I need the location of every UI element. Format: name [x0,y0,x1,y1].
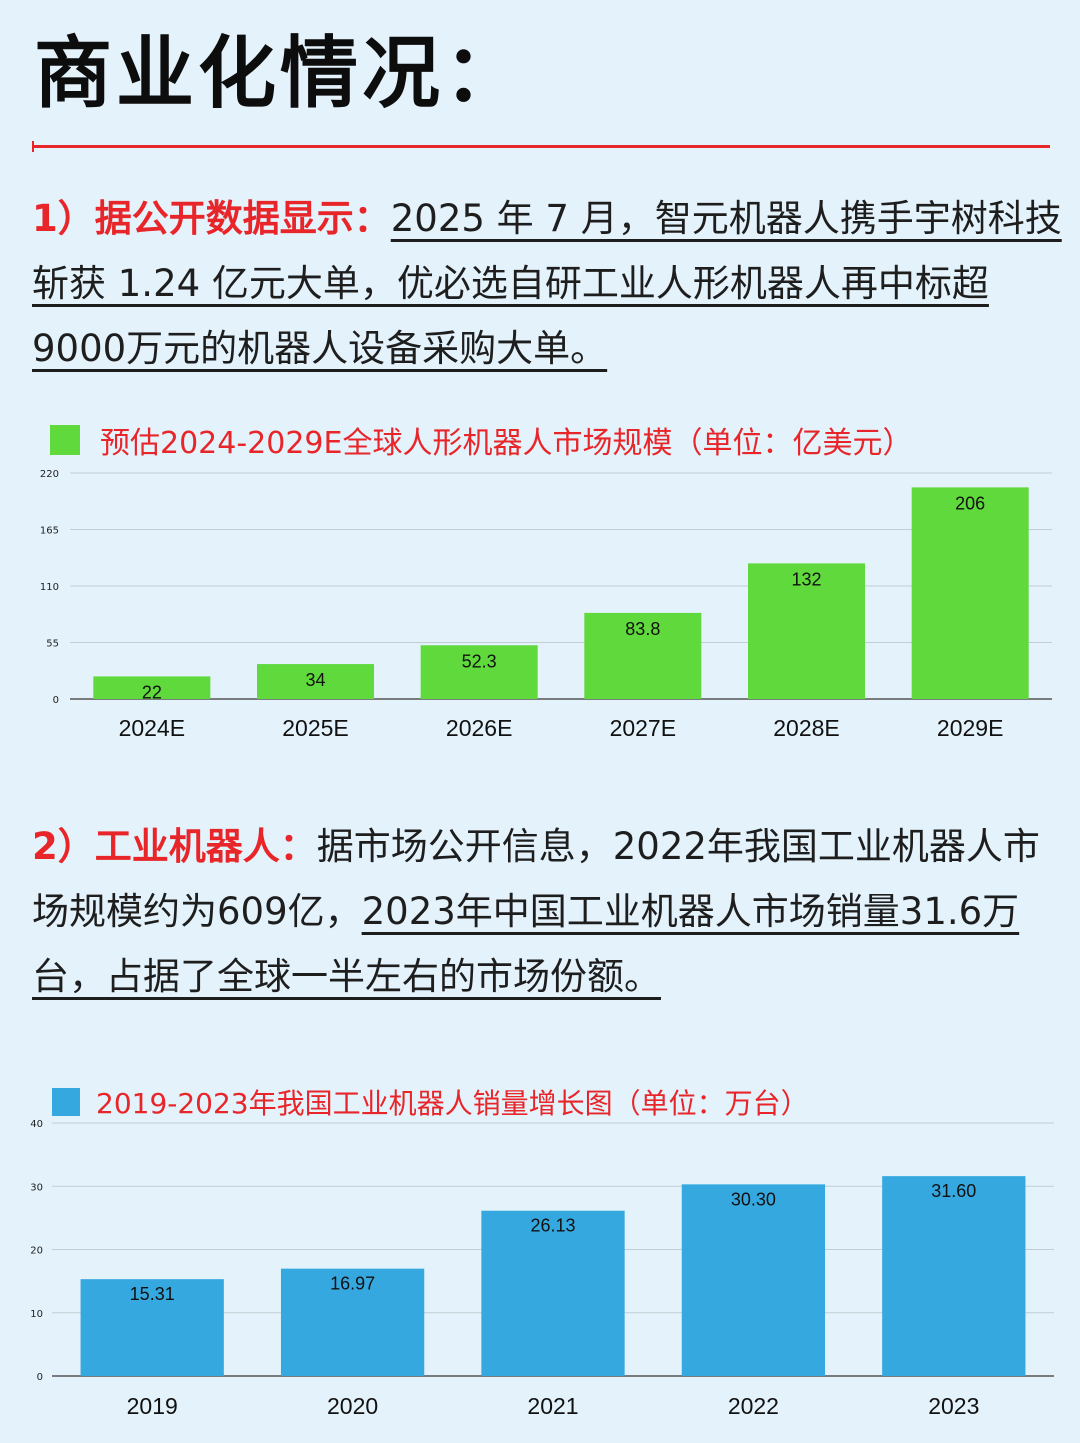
paragraph-1-text: 2025 年 7 月，智元机器人携手宇树科技斩获 1.24 亿元大单，优必选自研… [32,197,1062,370]
chart-2-category-label: 2021 [527,1393,578,1419]
chart-2-data-label: 16.97 [330,1274,375,1294]
chart-1-title: 预估2024-2029E全球人形机器人市场规模（单位：亿美元） [100,426,913,461]
chart-1-data-label: 22 [142,682,162,702]
chart-1-bar [93,676,211,699]
chart-2-category-label: 2019 [127,1393,178,1419]
chart-1-data-label: 206 [955,493,985,513]
chart-1-category-label: 2026E [446,715,513,741]
chart-1-bar [747,563,866,699]
paragraph-2: 2）工业机器人：据市场公开信息，2022年我国工业机器人市场规模约为609亿，2… [32,814,1062,1009]
chart-1-bar [420,645,538,699]
chart-1-data-label: 83.8 [625,619,660,639]
chart-1-bar [911,487,1029,699]
chart-1-category-label: 2024E [119,715,186,741]
chart-2-data-label: 31.60 [931,1181,976,1201]
chart-2-data-label: 15.31 [130,1284,175,1304]
paragraph-1: 1）据公开数据显示：2025 年 7 月，智元机器人携手宇树科技斩获 1.24 … [32,186,1062,381]
chart-1-data-label: 132 [791,569,821,589]
chart-2-category-label: 2023 [928,1393,979,1419]
chart-2-bar [80,1279,224,1376]
chart-2-y-tick-label: 30 [30,1182,43,1193]
chart-2-bar [681,1184,826,1376]
chart-1-y-tick-label: 55 [46,639,59,650]
chart-2-title: 2019-2023年我国工业机器人销量增长图（单位：万台） [96,1087,809,1120]
paragraph-2-text-plain: 据市场公开信息，2022年我国工业机器人市场规模约为609亿， [32,825,1040,933]
chart-1-category-label: 2027E [610,715,677,741]
chart-2-bar [882,1176,1026,1376]
chart-2-data-label: 26.13 [530,1216,575,1236]
chart-2-y-tick-label: 20 [30,1246,43,1257]
chart-2-category-label: 2022 [728,1393,779,1419]
page-title: 商业化情况： [34,29,527,119]
chart-2-legend-swatch [52,1088,80,1116]
chart-1-y-tick-label: 165 [40,526,59,537]
paragraph-1-lead: 1）据公开数据显示： [32,197,391,240]
chart-2-bar [481,1210,625,1376]
chart-1-data-label: 34 [305,670,325,690]
chart-2-y-tick-label: 40 [30,1119,43,1130]
chart-1-y-tick-label: 110 [40,582,59,593]
chart-2-legend: 2019-2023年我国工业机器人销量增长图（单位：万台） [52,1082,809,1122]
chart-1-data-label: 52.3 [462,651,497,671]
chart-2-data-label: 30.30 [731,1189,776,1209]
chart-2-y-tick-label: 10 [30,1309,43,1320]
chart-1-bar [584,612,702,699]
chart-1-category-label: 2029E [937,715,1004,741]
chart-1-bar [256,664,375,699]
title-divider [32,141,1050,152]
chart-1-market-size: 0 55 110 165 220 22 2024E 34 2025E 52.3 2026E 83.8 2… [40,469,1052,741]
chart-1-legend-swatch [50,425,80,455]
chart-1-category-label: 2025E [282,715,349,741]
paragraph-2-text-underlined: 2023年中国工业机器人市场销量31.6万台，占据了全球一半左右的市场份额。 [32,890,1020,998]
chart-1-y-tick-label: 220 [40,469,59,480]
paragraph-2-lead: 2）工业机器人： [32,825,317,868]
chart-1-y-tick-label: 0 [53,695,59,706]
chart-2-bar [280,1268,425,1376]
chart-2-category-label: 2020 [327,1393,378,1419]
chart-1-legend: 预估2024-2029E全球人形机器人市场规模（单位：亿美元） [50,418,912,462]
chart-2-y-tick-label: 0 [37,1372,43,1383]
chart-2-sales-volume: 0 10 20 30 40 15.31 2019 16.97 2020 26.13 2021 30.3… [30,1119,1054,1419]
chart-1-category-label: 2028E [773,715,840,741]
